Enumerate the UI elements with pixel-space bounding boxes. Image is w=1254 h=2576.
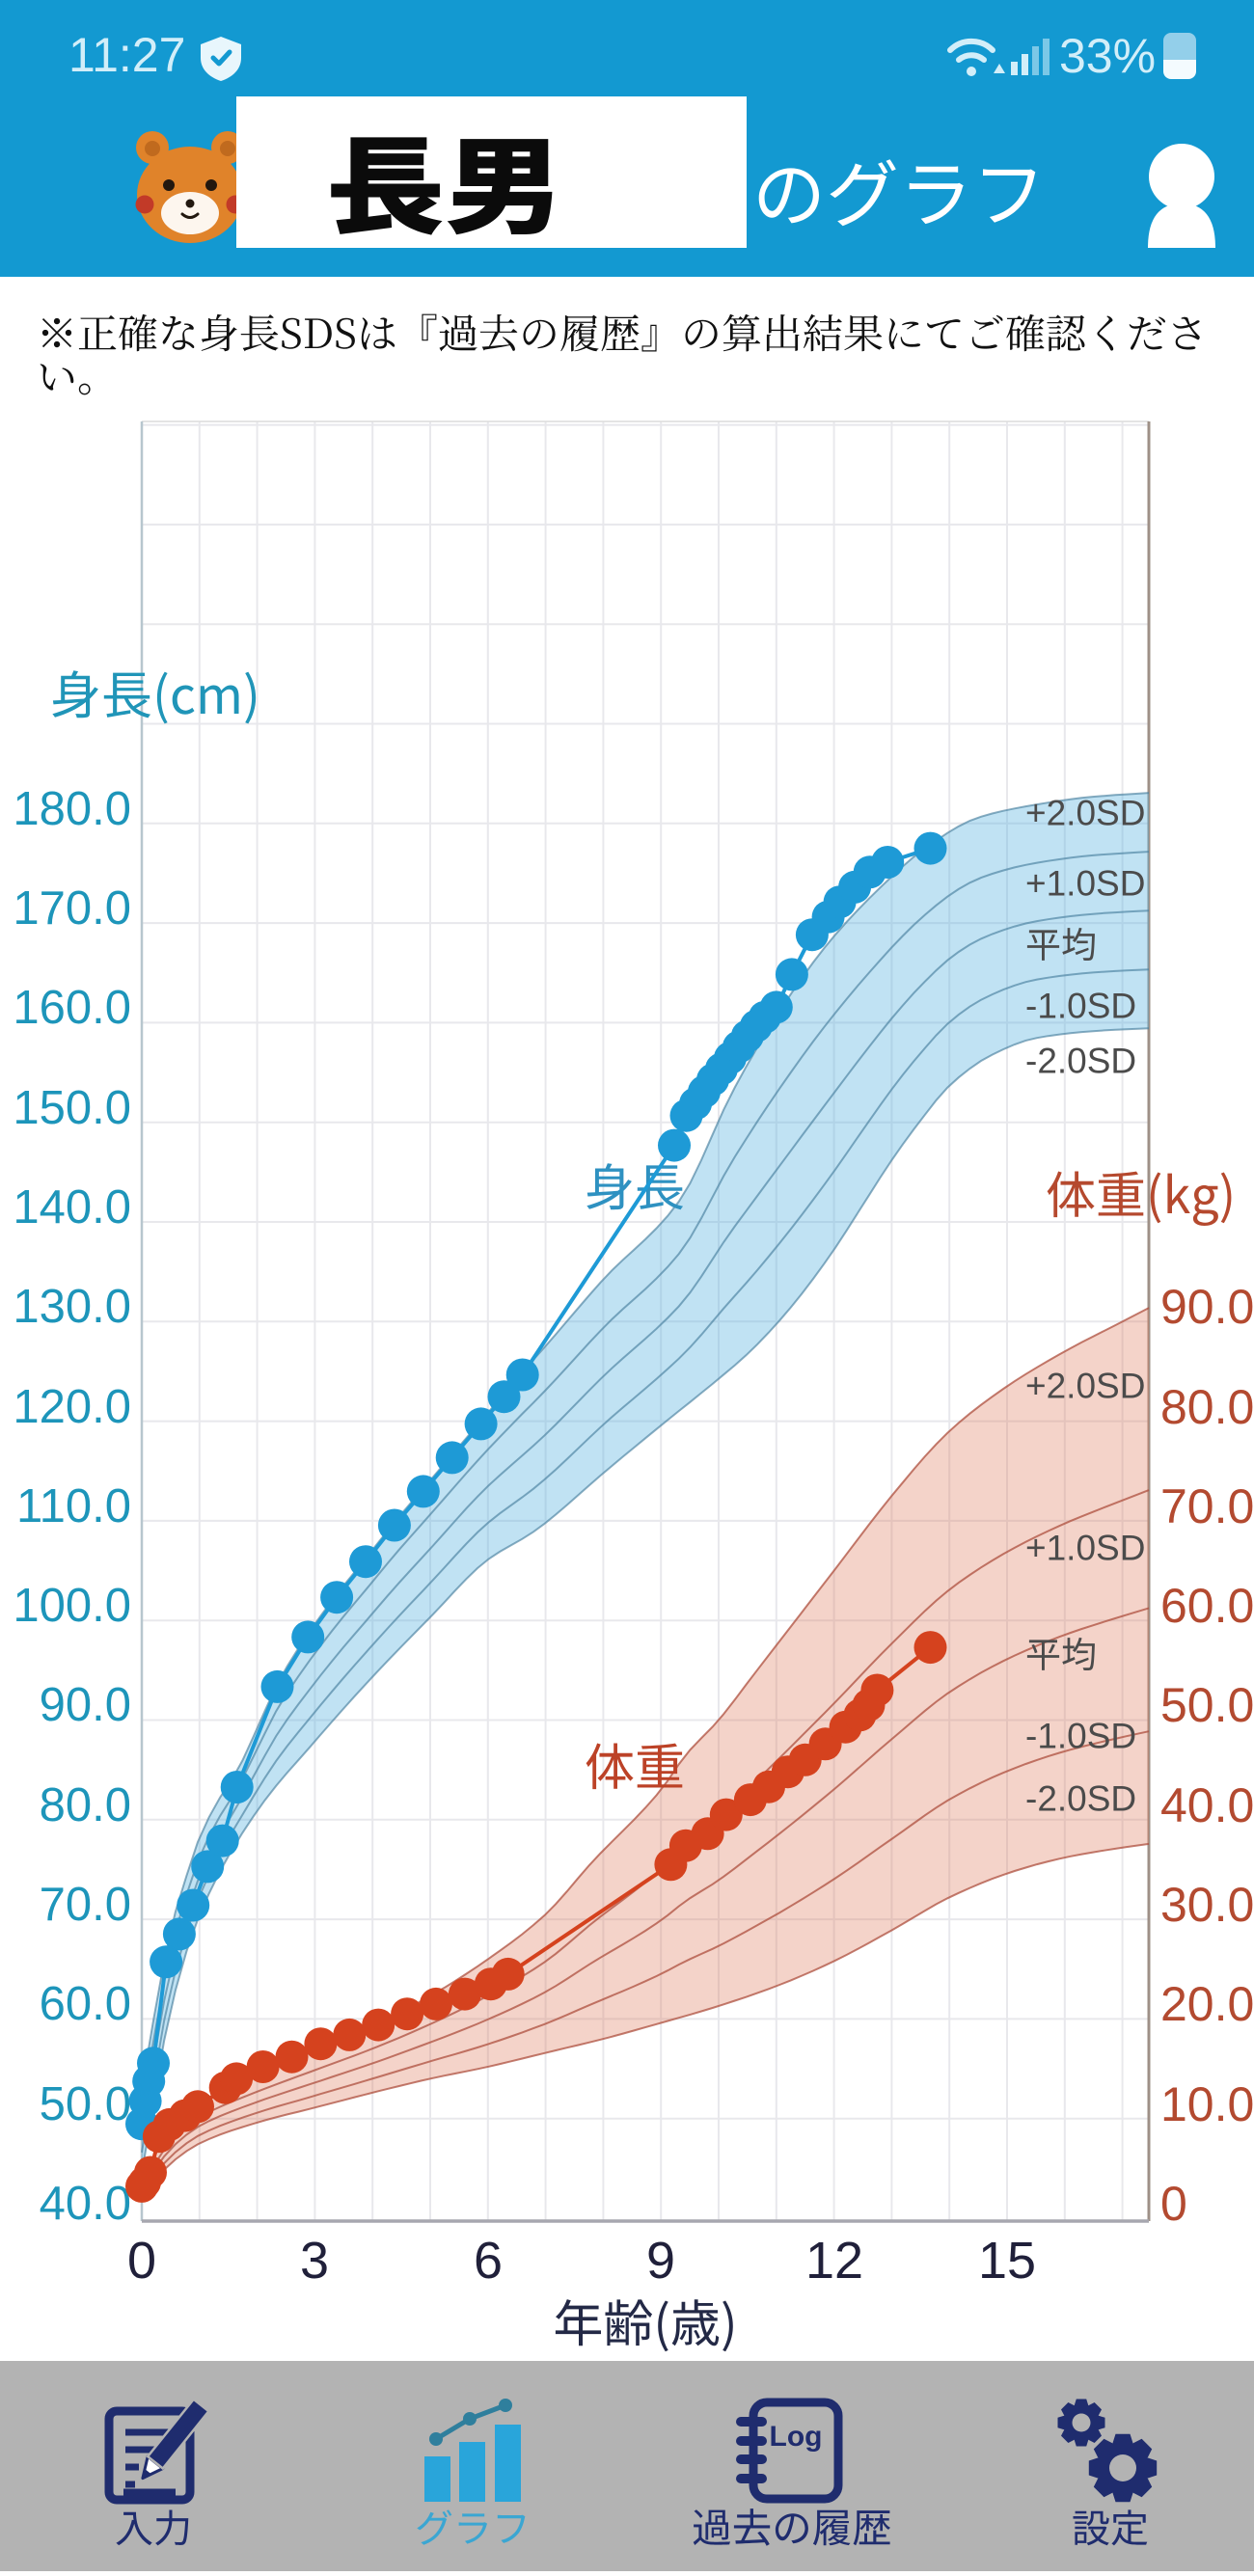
svg-text:-2.0SD: -2.0SD <box>1025 1779 1136 1819</box>
svg-text:120.0: 120.0 <box>13 1381 131 1433</box>
svg-text:-2.0SD: -2.0SD <box>1025 1042 1136 1081</box>
svg-text:+2.0SD: +2.0SD <box>1025 1367 1145 1406</box>
svg-text:140.0: 140.0 <box>13 1181 131 1234</box>
svg-text:70.0: 70.0 <box>1160 1479 1254 1533</box>
svg-text:0: 0 <box>1160 2177 1187 2231</box>
svg-text:150.0: 150.0 <box>13 1082 131 1134</box>
svg-text:10.0: 10.0 <box>1160 2077 1254 2131</box>
svg-text:+1.0SD: +1.0SD <box>1025 864 1145 904</box>
svg-text:3: 3 <box>300 2232 329 2290</box>
svg-text:+2.0SD: +2.0SD <box>1025 794 1145 833</box>
svg-text:-1.0SD: -1.0SD <box>1025 987 1136 1026</box>
svg-text:70.0: 70.0 <box>40 1879 131 1931</box>
svg-text:+1.0SD: +1.0SD <box>1025 1529 1145 1568</box>
svg-text:50.0: 50.0 <box>40 2078 131 2130</box>
svg-text:100.0: 100.0 <box>13 1580 131 1632</box>
svg-text:-1.0SD: -1.0SD <box>1025 1717 1136 1756</box>
svg-text:110.0: 110.0 <box>16 1480 131 1532</box>
svg-text:15: 15 <box>978 2232 1036 2290</box>
svg-text:160.0: 160.0 <box>13 982 131 1034</box>
svg-text:40.0: 40.0 <box>1160 1778 1254 1832</box>
svg-text:80.0: 80.0 <box>1160 1380 1254 1434</box>
svg-text:80.0: 80.0 <box>40 1779 131 1831</box>
svg-text:20.0: 20.0 <box>1160 1977 1254 2031</box>
svg-text:170.0: 170.0 <box>13 882 131 935</box>
svg-text:50.0: 50.0 <box>1160 1678 1254 1732</box>
svg-text:0: 0 <box>127 2232 156 2290</box>
svg-text:9: 9 <box>646 2232 675 2290</box>
svg-text:40.0: 40.0 <box>40 2178 131 2230</box>
svg-text:Log: Log <box>770 2421 823 2453</box>
svg-text:60.0: 60.0 <box>40 1978 131 2030</box>
svg-text:90.0: 90.0 <box>40 1679 131 1731</box>
svg-text:180.0: 180.0 <box>13 783 131 835</box>
svg-text:30.0: 30.0 <box>1160 1878 1254 1932</box>
svg-text:11:27: 11:27 <box>68 28 185 82</box>
svg-text:12: 12 <box>805 2232 863 2290</box>
svg-text:90.0: 90.0 <box>1160 1280 1254 1334</box>
svg-text:33%: 33% <box>1059 29 1156 83</box>
svg-text:130.0: 130.0 <box>13 1281 131 1333</box>
svg-text:6: 6 <box>474 2232 503 2290</box>
svg-text:60.0: 60.0 <box>1160 1579 1254 1633</box>
